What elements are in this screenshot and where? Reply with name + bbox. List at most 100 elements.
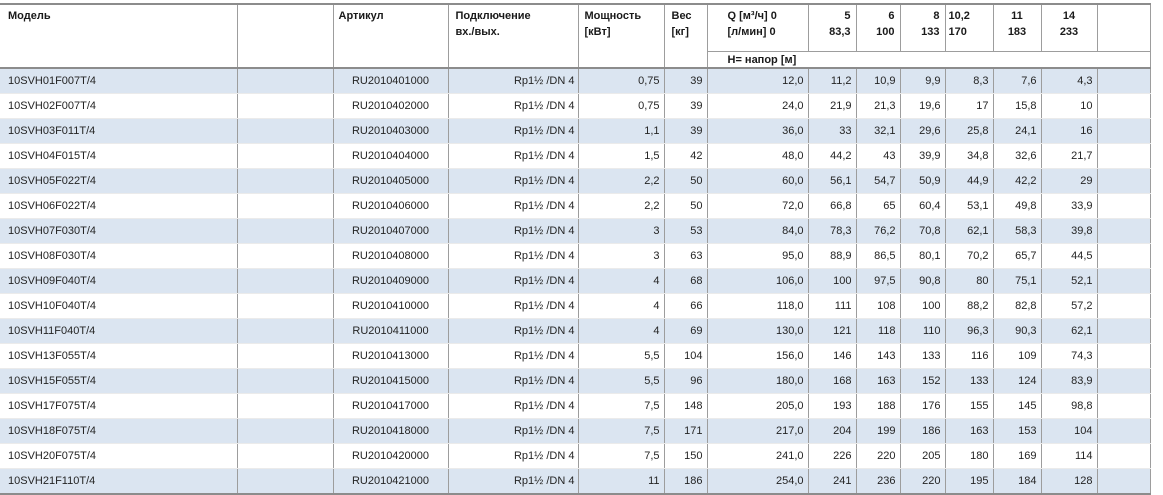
- flow-lmin: 100: [876, 25, 895, 38]
- head-cell: 133: [945, 368, 994, 394]
- model-cell: 10SVH02F007T/4: [0, 93, 238, 119]
- pump-spec-table: Модель Артикул Подключение вх./вых. Мощн…: [0, 3, 1151, 495]
- table-row: 10SVH11F040T/4 RU2010411000 Rp1½ /DN 4 4…: [0, 318, 1151, 344]
- article-cell: RU2010409000: [333, 268, 449, 294]
- power-cell: 1,1: [578, 118, 665, 144]
- flow-m3h: 10,2: [948, 10, 970, 22]
- head-cell: 49,8: [993, 193, 1042, 219]
- head-cell: 176: [900, 393, 946, 419]
- spacer-cell: [237, 368, 334, 394]
- weight-cell: 50: [664, 193, 708, 219]
- head-cell: 33,9: [1041, 193, 1098, 219]
- head-cell: 220: [856, 443, 901, 469]
- model-cell: 10SVH05F022T/4: [0, 168, 238, 194]
- trailing-spacer-cell: [1097, 193, 1151, 219]
- spacer-cell: [237, 143, 334, 169]
- weight-cell: 150: [664, 443, 708, 469]
- head-cell: 100: [808, 268, 857, 294]
- trailing-spacer-cell: [1097, 368, 1151, 394]
- head-cell: 130,0: [707, 318, 809, 344]
- spacer-cell: [237, 93, 334, 119]
- power-cell: 4: [578, 318, 665, 344]
- weight-cell: 104: [664, 343, 708, 369]
- flow-m3h: 14: [1062, 10, 1076, 22]
- trailing-spacer-cell: [1097, 418, 1151, 444]
- head-cell: 124: [993, 368, 1042, 394]
- header-article: Артикул: [333, 4, 449, 69]
- head-cell: 205: [900, 443, 946, 469]
- table-row: 10SVH07F030T/4 RU2010407000 Rp1½ /DN 4 3…: [0, 218, 1151, 244]
- trailing-spacer-cell: [1097, 67, 1151, 94]
- flow-m3h: 8: [933, 10, 940, 22]
- model-cell: 10SVH20F075T/4: [0, 443, 238, 469]
- head-cell: 60,0: [707, 168, 809, 194]
- head-cell: 19,6: [900, 93, 946, 119]
- head-cell: 43: [856, 143, 901, 169]
- power-cell: 1,5: [578, 143, 665, 169]
- pump-spec-table-container: Модель Артикул Подключение вх./вых. Мощн…: [0, 3, 1163, 495]
- head-cell: 21,7: [1041, 143, 1098, 169]
- head-cell: 143: [856, 343, 901, 369]
- head-cell: 155: [945, 393, 994, 419]
- head-cell: 21,9: [808, 93, 857, 119]
- power-cell: 5,5: [578, 368, 665, 394]
- connection-cell: Rp1½ /DN 4: [448, 318, 579, 344]
- header-q-m3h: Q [м³/ч] 0: [727, 10, 777, 22]
- head-cell: 76,2: [856, 218, 901, 244]
- head-cell: 80: [945, 268, 994, 294]
- head-cell: 4,3: [1041, 67, 1098, 94]
- spacer-cell: [237, 218, 334, 244]
- article-cell: RU2010411000: [333, 318, 449, 344]
- model-cell: 10SVH10F040T/4: [0, 293, 238, 319]
- article-cell: RU2010404000: [333, 143, 449, 169]
- weight-cell: 39: [664, 93, 708, 119]
- head-cell: 50,9: [900, 168, 946, 194]
- head-cell: 118,0: [707, 293, 809, 319]
- spacer-cell: [237, 243, 334, 269]
- model-cell: 10SVH17F075T/4: [0, 393, 238, 419]
- connection-cell: Rp1½ /DN 4: [448, 393, 579, 419]
- head-cell: 186: [900, 418, 946, 444]
- head-cell: 25,8: [945, 118, 994, 144]
- model-cell: 10SVH06F022T/4: [0, 193, 238, 219]
- head-cell: 36,0: [707, 118, 809, 144]
- trailing-spacer-cell: [1097, 93, 1151, 119]
- head-cell: 169: [993, 443, 1042, 469]
- table-row: 10SVH17F075T/4 RU2010417000 Rp1½ /DN 4 7…: [0, 393, 1151, 419]
- power-cell: 7,5: [578, 393, 665, 419]
- head-cell: 17: [945, 93, 994, 119]
- spacer-cell: [237, 67, 334, 94]
- head-cell: 39,9: [900, 143, 946, 169]
- head-cell: 54,7: [856, 168, 901, 194]
- head-cell: 29: [1041, 168, 1098, 194]
- head-cell: 10,9: [856, 67, 901, 94]
- table-row: 10SVH15F055T/4 RU2010415000 Rp1½ /DN 4 5…: [0, 368, 1151, 394]
- head-cell: 7,6: [993, 67, 1042, 94]
- head-cell: 217,0: [707, 418, 809, 444]
- head-cell: 88,9: [808, 243, 857, 269]
- weight-cell: 66: [664, 293, 708, 319]
- connection-cell: Rp1½ /DN 4: [448, 93, 579, 119]
- head-cell: 88,2: [945, 293, 994, 319]
- connection-cell: Rp1½ /DN 4: [448, 143, 579, 169]
- head-cell: 97,5: [856, 268, 901, 294]
- connection-cell: Rp1½ /DN 4: [448, 443, 579, 469]
- spacer-cell: [237, 318, 334, 344]
- head-cell: 66,8: [808, 193, 857, 219]
- table-row: 10SVH18F075T/4 RU2010418000 Rp1½ /DN 4 7…: [0, 418, 1151, 444]
- weight-cell: 171: [664, 418, 708, 444]
- model-cell: 10SVH01F007T/4: [0, 67, 238, 94]
- head-cell: 109: [993, 343, 1042, 369]
- connection-cell: Rp1½ /DN 4: [448, 218, 579, 244]
- head-cell: 60,4: [900, 193, 946, 219]
- head-cell: 72,0: [707, 193, 809, 219]
- table-row: 10SVH02F007T/4 RU2010402000 Rp1½ /DN 4 0…: [0, 93, 1151, 119]
- trailing-spacer-cell: [1097, 343, 1151, 369]
- head-cell: 95,0: [707, 243, 809, 269]
- weight-cell: 68: [664, 268, 708, 294]
- head-cell: 204: [808, 418, 857, 444]
- head-cell: 56,1: [808, 168, 857, 194]
- head-cell: 118: [856, 318, 901, 344]
- trailing-spacer-cell: [1097, 243, 1151, 269]
- article-cell: RU2010413000: [333, 343, 449, 369]
